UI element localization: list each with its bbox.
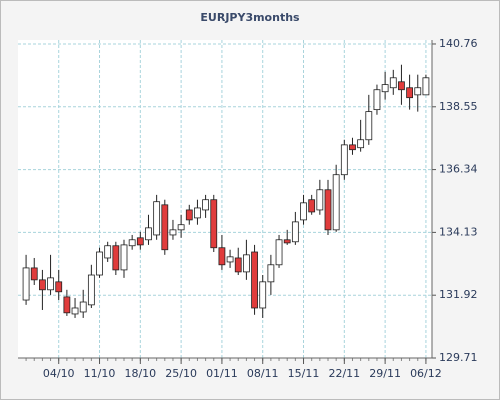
candle-body — [406, 87, 414, 99]
candle-body — [71, 307, 79, 315]
candle-body — [267, 264, 275, 283]
candle-body — [300, 202, 307, 221]
candle-body — [226, 256, 234, 263]
y-tick-label: 129.71 — [439, 351, 478, 364]
candle-body — [414, 87, 422, 96]
candle-body — [112, 245, 120, 271]
candle-body — [389, 77, 397, 89]
candle-body — [251, 251, 258, 309]
candle-body — [153, 201, 161, 236]
candle-body — [242, 254, 250, 273]
candle-body — [87, 274, 95, 306]
candle-body — [194, 207, 201, 219]
candle-body — [340, 144, 348, 176]
x-tick-label: 04/10 — [43, 367, 75, 380]
candle-body — [120, 244, 128, 271]
candle-body — [308, 199, 316, 213]
candle-body — [324, 189, 332, 231]
x-tick-label: 25/10 — [165, 367, 197, 380]
chart-title: EURJPY3months — [200, 11, 300, 24]
candle-body — [30, 267, 38, 281]
y-tick-label: 140.76 — [439, 37, 478, 50]
candle-body — [259, 281, 267, 309]
candle-body — [316, 189, 324, 211]
candle-body — [202, 199, 210, 211]
candle-body — [381, 84, 389, 93]
candle-body — [357, 139, 365, 149]
candle-body — [136, 237, 144, 246]
x-tick-label: 01/11 — [206, 367, 238, 380]
candle-body — [96, 251, 103, 276]
x-tick-label: 11/10 — [84, 367, 116, 380]
candle-body — [22, 267, 30, 301]
candle-body — [128, 239, 136, 247]
x-tick-label: 18/10 — [124, 367, 156, 380]
candle-body — [39, 279, 46, 291]
candle-body — [291, 221, 299, 243]
candle-body — [365, 111, 373, 141]
candle-body — [283, 239, 291, 244]
y-tick-label: 138.55 — [439, 100, 478, 113]
candle-body — [234, 257, 242, 273]
candle-body — [275, 239, 283, 266]
candle-body — [373, 89, 381, 111]
candle-body — [63, 296, 71, 314]
candle-body — [47, 277, 54, 291]
x-tick-label: 06/12 — [410, 367, 442, 380]
candle-body — [145, 227, 152, 241]
y-tick-label: 134.13 — [439, 225, 478, 238]
x-tick-label: 08/11 — [247, 367, 279, 380]
candle-body — [185, 209, 193, 221]
x-tick-label: 29/11 — [369, 367, 401, 380]
candle-body — [422, 77, 430, 96]
y-tick-label: 136.34 — [439, 163, 478, 176]
plot-area — [18, 40, 432, 358]
y-tick-label: 131.92 — [439, 288, 478, 301]
x-tick-label: 22/11 — [328, 367, 360, 380]
candle-body — [177, 224, 185, 231]
candle-body — [332, 174, 340, 231]
x-tick-label: 15/11 — [288, 367, 320, 380]
candle-body — [210, 199, 218, 249]
candle-body — [169, 229, 177, 236]
candle-body — [398, 81, 405, 91]
candle-body — [218, 247, 226, 266]
candle-body — [79, 301, 87, 313]
candle-body — [104, 245, 112, 259]
candle-body — [349, 144, 356, 151]
candle-body — [161, 204, 169, 251]
candle-body — [55, 281, 63, 293]
